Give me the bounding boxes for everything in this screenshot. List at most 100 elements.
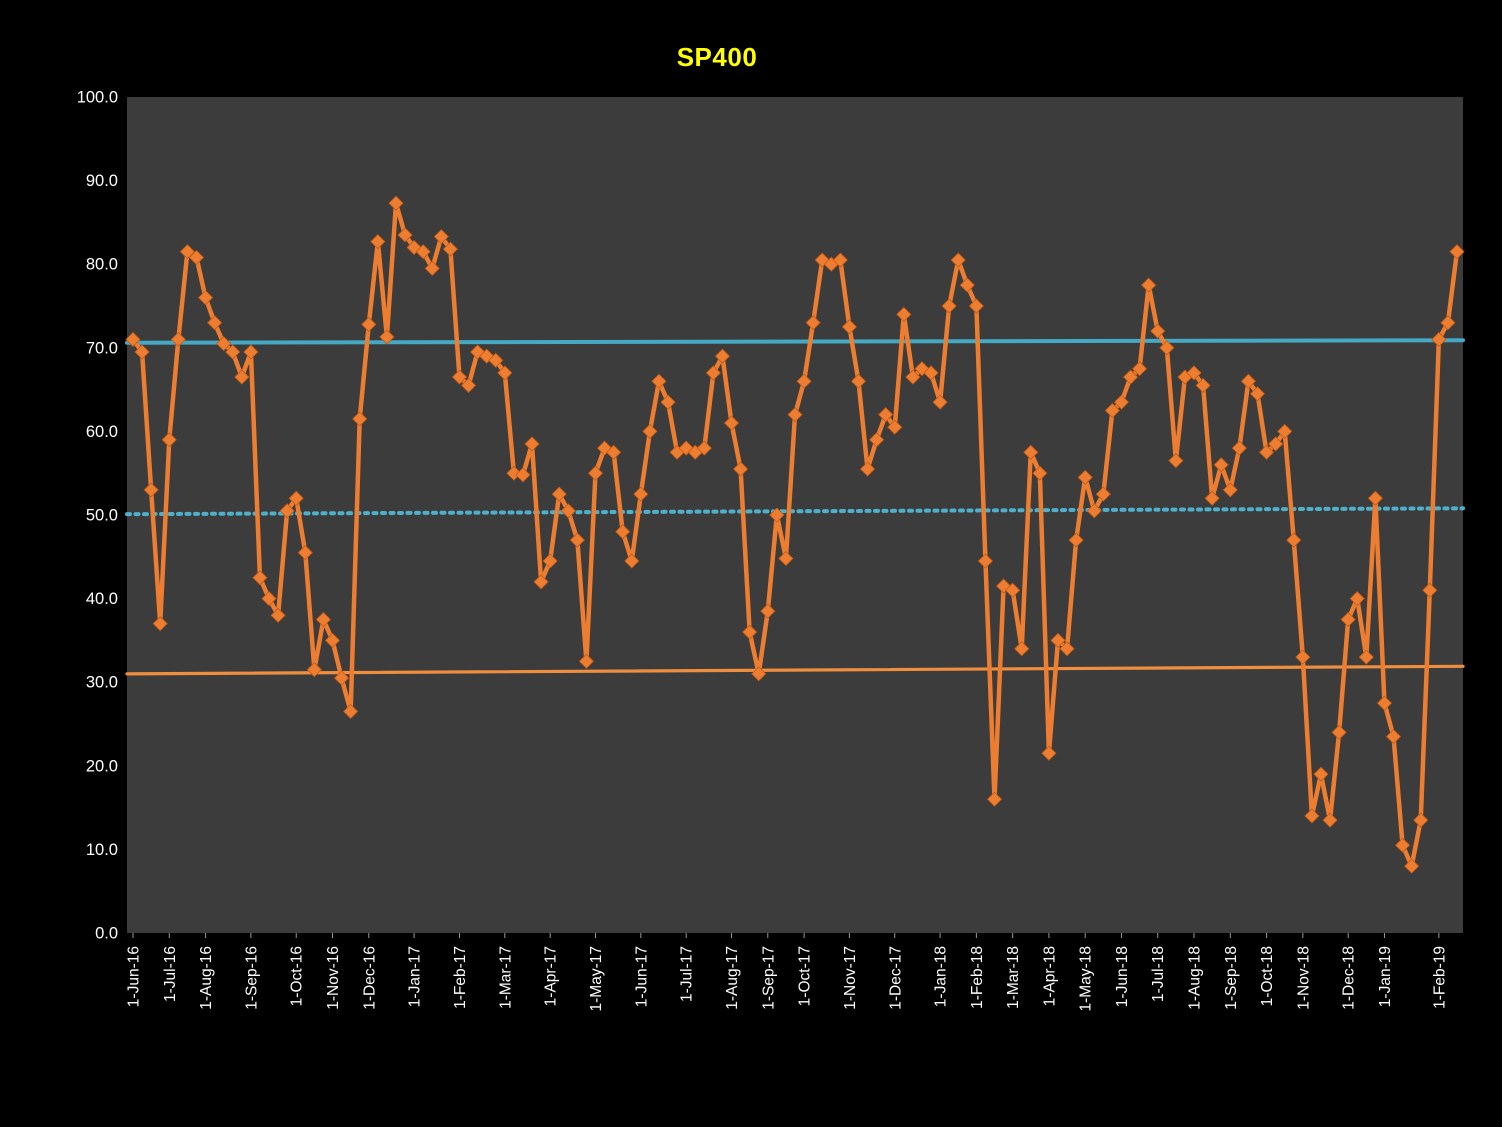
data-point-marker — [334, 670, 350, 686]
x-tick-label: 1-May-18 — [1078, 946, 1095, 1011]
data-point-marker — [134, 344, 150, 360]
data-point-marker — [705, 365, 721, 381]
data-point-marker — [624, 553, 640, 569]
x-tick-label: 1-Mar-18 — [1005, 946, 1022, 1009]
y-tick-label: 0.0 — [95, 925, 118, 943]
x-tick-label: 1-Jun-17 — [633, 946, 650, 1007]
data-point-marker — [778, 550, 794, 567]
data-point-marker — [606, 444, 622, 460]
data-point-marker — [869, 432, 885, 448]
data-point-marker — [270, 607, 286, 623]
y-axis-labels: 0.0 10.0 20.0 30.0 40.0 50.0 60.0 70.0 80.0 90.0 1… — [77, 89, 118, 943]
x-tick-label: 1-Feb-19 — [1431, 946, 1448, 1009]
data-point-marker — [959, 277, 975, 293]
data-point-marker — [388, 195, 404, 211]
data-point-marker — [941, 298, 957, 314]
y-tick-label: 90.0 — [86, 172, 118, 190]
data-point-marker — [615, 524, 631, 540]
data-point-marker — [1077, 469, 1093, 485]
data-point-marker — [878, 407, 894, 423]
data-point-marker — [197, 290, 214, 306]
data-point-marker — [297, 545, 313, 561]
data-point-marker — [1023, 444, 1039, 460]
data-point-marker — [1440, 315, 1456, 331]
x-tick-label: 1-Jul-17 — [679, 946, 696, 1002]
data-point-marker — [1404, 858, 1420, 874]
data-point-marker — [243, 344, 259, 360]
data-point-marker — [1059, 641, 1075, 657]
data-point-marker — [950, 252, 966, 268]
x-tick-label: 1-Jun-18 — [1114, 946, 1131, 1007]
chart-title: SP400 — [676, 42, 758, 72]
x-tick-label: 1-Dec-18 — [1341, 946, 1358, 1010]
data-point-marker — [751, 666, 767, 682]
data-point-marker — [932, 394, 948, 410]
data-point-marker — [1005, 582, 1021, 598]
y-tick-label: 70.0 — [86, 339, 118, 357]
x-tick-label: 1-Dec-17 — [887, 946, 904, 1010]
data-point-marker — [497, 365, 513, 381]
data-point-marker — [152, 616, 168, 632]
data-point-marker — [1304, 808, 1320, 824]
data-point-marker — [814, 252, 830, 268]
data-point-marker — [1159, 340, 1175, 356]
data-point-marker — [397, 227, 413, 243]
data-point-marker — [1041, 745, 1057, 761]
x-tick-label: 1-Mar-17 — [497, 946, 514, 1009]
data-point-marker — [424, 260, 440, 276]
data-point-marker — [859, 461, 876, 477]
x-tick-label: 1-Nov-16 — [325, 946, 342, 1010]
data-point-marker — [1413, 812, 1429, 828]
x-tick-label: 1-Jun-16 — [126, 946, 143, 1007]
data-point-marker — [488, 352, 504, 368]
x-tick-label: 1-Jan-19 — [1377, 946, 1394, 1007]
x-tick-label: 1-Aug-16 — [198, 946, 215, 1010]
data-point-marker — [261, 591, 277, 607]
data-point-marker — [315, 611, 332, 628]
x-tick-label: 1-Sep-16 — [243, 946, 260, 1010]
y-tick-label: 30.0 — [86, 674, 118, 692]
data-point-marker — [723, 415, 740, 431]
data-point-marker — [1222, 482, 1238, 498]
x-tick-label: 1-Nov-17 — [842, 946, 859, 1010]
data-point-marker — [252, 570, 268, 586]
data-point-marker — [433, 229, 449, 245]
data-point-marker — [1132, 361, 1148, 377]
y-tick-label: 40.0 — [86, 590, 118, 608]
data-point-marker — [1358, 649, 1374, 665]
data-point-marker — [324, 632, 341, 648]
y-tick-label: 20.0 — [86, 757, 118, 775]
data-point-marker — [225, 344, 241, 360]
plot-area — [127, 97, 1463, 933]
data-point-marker — [1186, 365, 1202, 381]
data-point-marker — [1449, 244, 1465, 260]
data-point-marker — [633, 486, 649, 502]
data-point-marker — [986, 791, 1003, 807]
x-tick-label: 1-Nov-18 — [1295, 946, 1312, 1010]
x-tick-label: 1-Apr-18 — [1041, 946, 1058, 1006]
data-point-marker — [896, 306, 912, 322]
data-point-marker — [1104, 402, 1120, 419]
y-tick-label: 10.0 — [86, 841, 118, 859]
data-point-marker — [832, 252, 848, 268]
data-point-marker — [796, 373, 812, 389]
data-point-marker — [841, 319, 857, 335]
data-point-marker — [161, 432, 177, 448]
data-point-marker — [370, 234, 386, 250]
data-point-marker — [977, 553, 994, 569]
x-tick-label: 1-Oct-17 — [797, 946, 814, 1006]
data-point-marker — [515, 467, 531, 483]
data-point-marker — [1322, 812, 1338, 828]
data-point-marker — [1385, 728, 1402, 745]
data-point-marker — [1141, 277, 1157, 293]
data-point-marker — [179, 244, 195, 260]
data-point-marker — [587, 465, 604, 481]
data-point-marker — [1050, 632, 1066, 648]
data-point-marker — [996, 578, 1012, 594]
data-point-marker — [714, 348, 731, 364]
data-point-marker — [578, 653, 594, 669]
y-tick-label: 80.0 — [86, 256, 118, 274]
series-markers — [125, 195, 1465, 874]
